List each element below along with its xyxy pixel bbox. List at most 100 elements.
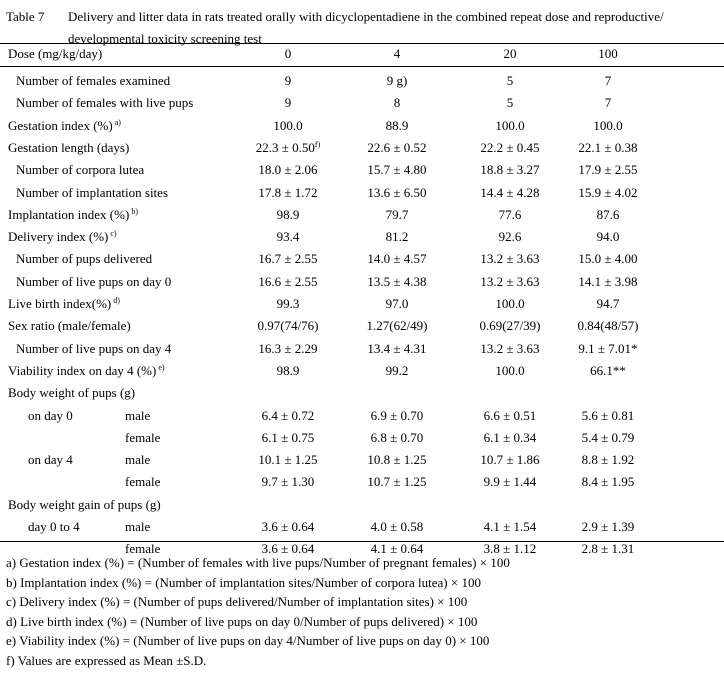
cell-value: 100.0 <box>495 117 525 133</box>
cell-value: 8.4 ± 1.95 <box>581 474 635 490</box>
row-label: Number of implantation sites <box>16 182 168 204</box>
cell-value: 94.7 <box>596 296 620 311</box>
cell-dose-0: 10.1 ± 1.25 <box>223 449 353 471</box>
cell-dose-4: 1.27(62/49) <box>332 315 462 337</box>
cell-dose-100: 7 <box>543 92 673 114</box>
row-label: Body weight gain of pups (g) <box>8 494 161 516</box>
row-label: on day 4 <box>28 449 73 471</box>
table-row: Number of females examined 9 9 g) 5 7 <box>0 70 724 92</box>
row-label-text: Body weight gain of pups (g) <box>8 496 161 512</box>
cell-dose-4: 4.0 ± 0.58 <box>332 516 462 538</box>
cell-dose-0: 98.9 <box>223 360 353 382</box>
cell-value: 1.27(62/49) <box>366 318 428 334</box>
row-label: Number of corpora lutea <box>16 159 144 181</box>
cell-value: 3.8 ± 1.12 <box>483 541 537 557</box>
cell-dose-100: 5.6 ± 0.81 <box>543 405 673 427</box>
cell-value: 93.4 <box>276 229 300 245</box>
cell-dose-20: 100.0 <box>445 115 575 137</box>
cell-dose-0: 6.1 ± 0.75 <box>223 427 353 449</box>
cell-value: 6.1 ± 0.34 <box>483 429 537 445</box>
cell-dose-0: 16.7 ± 2.55 <box>223 248 353 270</box>
row-label: Number of females with live pups <box>16 92 193 114</box>
cell-value: 9 g) <box>386 73 408 88</box>
table-row: Number of implantation sites 17.8 ± 1.72 1… <box>0 182 724 204</box>
sex-label: female <box>125 474 161 490</box>
cell-value: 94.0 <box>596 229 620 245</box>
cell-dose-100: 94.0 <box>543 226 673 248</box>
cell-value: 5 <box>506 95 514 111</box>
cell-value: 99.2 <box>385 362 409 378</box>
cell-dose-4: 6.8 ± 0.70 <box>332 427 462 449</box>
header-rule <box>0 66 724 67</box>
row-label: Number of females examined <box>16 70 170 92</box>
cell-dose-4: 99.2 <box>332 360 462 382</box>
cell-value: 92.6 <box>498 229 522 245</box>
footnote: b) Implantation index (%) = (Number of i… <box>6 574 481 590</box>
cell-value: 9 <box>284 95 292 111</box>
cell-value: 10.8 ± 1.25 <box>367 452 427 468</box>
table-title-line1: Delivery and litter data in rats treated… <box>68 9 664 24</box>
cell-dose-20: 13.2 ± 3.63 <box>445 338 575 360</box>
cell-value: 87.6 <box>596 206 620 222</box>
cell-value: 100.0 <box>593 117 623 133</box>
cell-dose-0: 9 <box>223 92 353 114</box>
footnote: e) Viability index (%) = (Number of live… <box>6 633 490 649</box>
cell-value: 3.6 ± 0.64 <box>261 541 315 557</box>
cell-dose-4: 6.9 ± 0.70 <box>332 405 462 427</box>
cell-dose-20: 18.8 ± 3.27 <box>445 159 575 181</box>
cell-dose-20: 100.0 <box>445 360 575 382</box>
cell-value: 0.84(48/57) <box>577 318 639 334</box>
cell-value: 8.8 ± 1.92 <box>581 452 635 468</box>
cell-dose-4: 13.6 ± 6.50 <box>332 182 462 204</box>
cell-dose-100: 100.0 <box>543 115 673 137</box>
cell-dose-4: 81.2 <box>332 226 462 248</box>
table-row: Number of females with live pups 9 8 5 7 <box>0 92 724 114</box>
cell-dose-20: 5 <box>445 70 575 92</box>
cell-dose-4: 13.4 ± 4.31 <box>332 338 462 360</box>
cell-value: 17.9 ± 2.55 <box>578 162 638 178</box>
cell-value: 98.9 <box>276 206 300 222</box>
row-label: Delivery index (%) c) <box>8 226 117 248</box>
footnote: a) Gestation index (%) = (Number of fema… <box>6 555 510 570</box>
sex-label: male <box>125 519 151 534</box>
cell-value: 5.6 ± 0.81 <box>581 407 635 423</box>
footnote-marker: b) <box>129 206 138 216</box>
table-row: Number of live pups on day 4 16.3 ± 2.29 1… <box>0 338 724 360</box>
table-row: Body weight of pups (g) <box>0 382 724 404</box>
row-label-text: Sex ratio (male/female) <box>8 318 131 334</box>
cell-value: 7 <box>604 73 612 88</box>
cell-value: 100.0 <box>273 117 303 133</box>
sex-label: male <box>125 452 151 468</box>
cell-value: 6.1 ± 0.75 <box>261 429 315 445</box>
row-label: Gestation index (%) a) <box>8 115 121 137</box>
cell-dose-4: 13.5 ± 4.38 <box>332 271 462 293</box>
row-label-text: on day 4 <box>28 452 73 468</box>
cell-dose-4: 97.0 <box>332 293 462 315</box>
cell-value: 0.69(27/39) <box>479 318 541 334</box>
cell-dose-0: 0.97(74/76) <box>223 315 353 337</box>
cell-dose-0: 16.3 ± 2.29 <box>223 338 353 360</box>
cell-value: 5 <box>506 73 514 88</box>
cell-dose-20: 13.2 ± 3.63 <box>445 248 575 270</box>
top-rule <box>0 43 724 44</box>
table-row: Number of live pups on day 0 16.6 ± 2.55 1… <box>0 271 724 293</box>
cell-value: 4.1 ± 0.64 <box>370 541 424 557</box>
cell-value: 77.6 <box>498 206 522 222</box>
header-row: Dose (mg/kg/day) 0 4 20 100 <box>0 43 724 65</box>
cell-dose-4: 79.7 <box>332 204 462 226</box>
cell-value: 13.2 ± 3.63 <box>480 273 540 289</box>
cell-value: 16.6 ± 2.55 <box>258 273 318 289</box>
cell-value: 10.7 ± 1.25 <box>367 474 427 490</box>
cell-value: 22.3 ± 0.50 <box>255 139 315 155</box>
cell-value: 100.0 <box>495 362 525 378</box>
cell-value: 6.8 ± 0.70 <box>370 429 424 445</box>
footnote: d) Live birth index (%) = (Number of liv… <box>6 613 478 629</box>
cell-value: 6.9 ± 0.70 <box>370 407 424 423</box>
cell-value: 88.9 <box>385 117 409 133</box>
cell-dose-0: 6.4 ± 0.72 <box>223 405 353 427</box>
cell-dose-100: 14.1 ± 3.98 <box>543 271 673 293</box>
table-title-line2: developmental toxicity screening test <box>68 31 262 46</box>
cell-dose-20: 100.0 <box>445 293 575 315</box>
sex-label: female <box>125 429 161 445</box>
